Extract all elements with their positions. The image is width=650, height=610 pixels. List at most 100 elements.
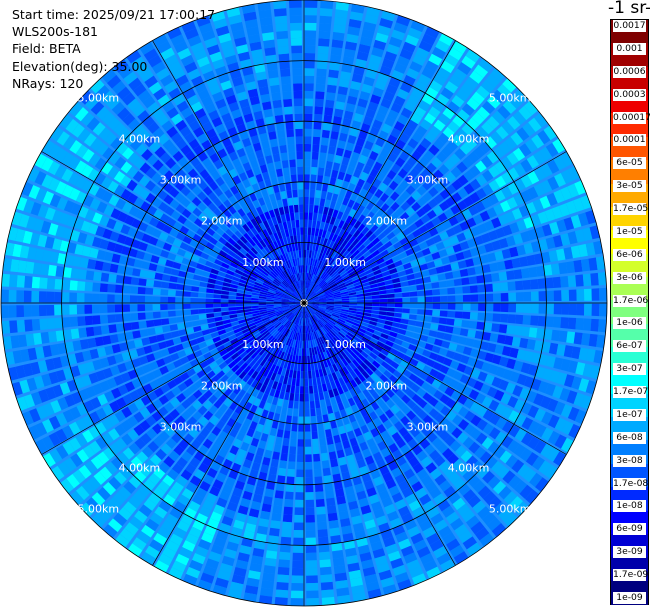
ppi-gate-cell (389, 212, 400, 222)
ppi-gate-cell (311, 304, 319, 308)
ppi-gate-cell (466, 515, 480, 529)
ppi-gate-cell (304, 348, 307, 357)
ppi-gate-cell (185, 272, 195, 280)
ppi-gate-cell (347, 314, 356, 319)
ppi-gate-cell (282, 319, 289, 326)
ppi-gate-cell (214, 284, 223, 290)
ppi-gate-cell (387, 510, 399, 522)
ppi-gate-cell (401, 286, 410, 292)
ppi-gate-cell (54, 291, 62, 303)
ppi-gate-cell (251, 103, 262, 113)
ppi-gate-cell (153, 467, 166, 480)
ppi-gate-cell (302, 333, 304, 341)
ppi-gate-cell (378, 130, 389, 141)
ppi-gate-cell (400, 81, 413, 93)
ppi-gate-cell (315, 330, 320, 339)
ppi-gate-cell (506, 152, 519, 166)
ppi-gate-cell (474, 201, 486, 213)
ppi-gate-cell (356, 178, 365, 188)
ppi-gate-cell (465, 137, 478, 150)
ppi-gate-cell (304, 189, 310, 198)
ppi-gate-cell (335, 235, 342, 244)
ppi-gate-cell (372, 144, 382, 154)
ppi-gate-cell (407, 138, 419, 149)
ppi-gate-cell (327, 223, 334, 233)
ppi-gate-cell (498, 324, 508, 334)
ppi-gate-cell (179, 225, 190, 235)
ppi-gate-cell (332, 261, 340, 269)
ppi-gate-cell (449, 360, 460, 370)
ppi-gate-cell (215, 176, 225, 187)
ppi-gate-cell (224, 273, 234, 280)
ppi-gate-cell (315, 288, 323, 294)
ppi-gate-cell (422, 322, 432, 329)
ppi-gate-cell (187, 394, 197, 405)
ppi-gate-cell (274, 322, 282, 329)
ppi-gate-cell (351, 275, 360, 282)
ppi-gate-cell (445, 422, 457, 434)
ppi-gate-cell (234, 36, 247, 47)
ppi-gate-cell (209, 327, 218, 334)
ppi-gate-cell (181, 421, 193, 433)
ppi-gate-cell (256, 206, 264, 216)
ppi-gate-cell (315, 407, 322, 416)
ppi-gate-cell (274, 490, 284, 499)
ppi-gate-cell (297, 288, 302, 297)
ppi-gate-cell (386, 169, 397, 180)
ppi-gate-cell (242, 255, 251, 263)
ppi-gate-cell (525, 138, 538, 153)
ppi-gate-cell (143, 478, 156, 491)
ppi-gate-cell (304, 60, 315, 69)
ppi-gate-cell (41, 373, 52, 387)
ppi-gate-cell (271, 92, 282, 101)
ppi-gate-cell (421, 247, 431, 256)
ppi-gate-cell (59, 382, 71, 395)
ppi-gate-cell (574, 180, 587, 195)
ppi-gate-cell (412, 367, 422, 377)
ppi-gate-cell (308, 219, 313, 228)
ppi-gate-cell (282, 352, 288, 361)
ppi-gate-cell (131, 358, 142, 368)
ppi-gate-cell (306, 280, 309, 289)
ppi-gate-cell (356, 303, 365, 306)
ppi-gate-cell (266, 362, 273, 371)
ppi-gate-cell (305, 522, 316, 531)
ppi-gate-cell (117, 265, 126, 275)
ppi-gate-cell (267, 411, 275, 420)
ppi-gate-cell (307, 227, 312, 236)
ppi-gate-cell (318, 536, 329, 545)
ppi-gate-cell (218, 383, 228, 393)
ppi-gate-cell (283, 506, 293, 515)
ppi-gate-cell (35, 187, 48, 202)
ppi-gate-cell (162, 355, 173, 365)
ppi-gate-cell (348, 461, 358, 471)
ppi-gate-cell (87, 337, 97, 349)
ppi-gate-cell (305, 439, 312, 447)
ppi-gate-cell (320, 581, 334, 591)
ppi-gate-cell (64, 394, 76, 408)
ppi-gate-cell (301, 280, 304, 288)
ppi-gate-cell (218, 361, 228, 370)
ppi-gate-cell (243, 343, 251, 351)
ppi-gate-cell (93, 471, 107, 485)
ppi-gate-cell (400, 107, 413, 119)
ppi-gate-cell (242, 392, 251, 402)
ppi-gate-cell (369, 168, 379, 178)
ppi-gate-cell (320, 360, 325, 369)
ppi-gate-cell (554, 172, 567, 187)
ppi-gate-cell (236, 312, 245, 317)
ppi-gate-cell (147, 441, 160, 453)
ppi-gate-cell (271, 512, 282, 522)
ppi-gate-cell (44, 207, 56, 221)
ppi-gate-cell (541, 411, 553, 425)
ppi-gate-cell (331, 233, 338, 243)
ppi-gate-cell (272, 280, 280, 287)
ppi-gate-cell (433, 138, 445, 150)
ppi-gate-cell (357, 98, 368, 108)
ppi-gate-cell (186, 245, 196, 254)
ppi-gate-cell (378, 261, 387, 269)
ppi-gate-cell (309, 197, 315, 205)
ppi-gate-cell (275, 292, 283, 296)
ppi-gate-cell (392, 564, 407, 577)
ppi-gate-cell (325, 323, 333, 330)
